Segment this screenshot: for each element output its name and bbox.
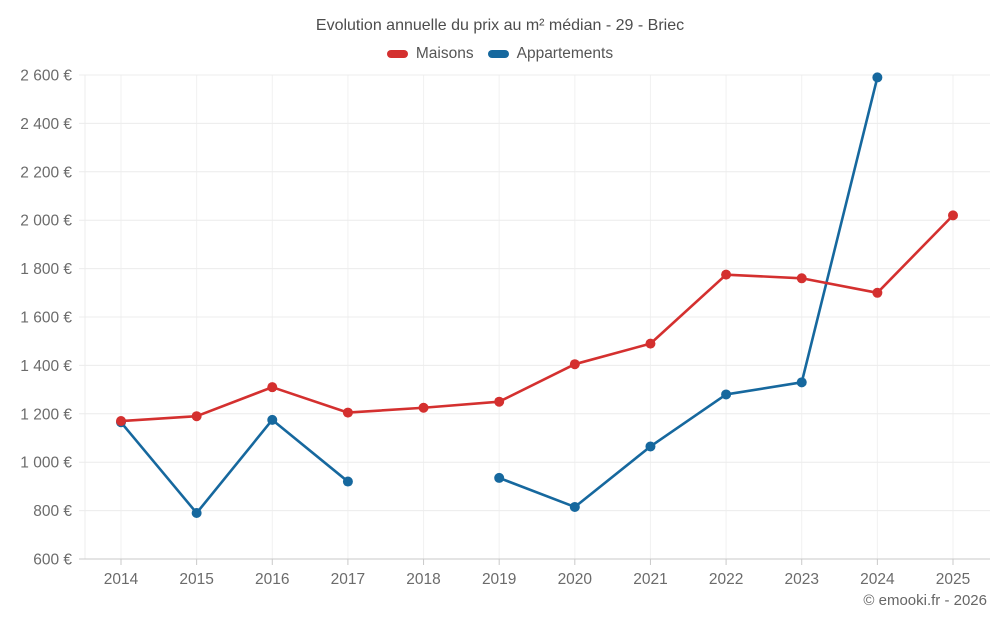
maisons-point[interactable]: Maisons 2014: 1 170 € xyxy=(116,416,126,427)
y-tick-label: 1 600 € xyxy=(20,310,72,327)
appartements-point[interactable]: Appartements 2024: 2 590 € xyxy=(872,72,883,83)
appartements-point[interactable]: Appartements 2023: 1 330 € xyxy=(796,377,807,388)
y-tick-label: 2 400 € xyxy=(20,116,72,133)
y-tick-label: 2 000 € xyxy=(20,213,72,230)
maisons-point[interactable]: Maisons 2022: 1 775 € xyxy=(721,269,732,280)
appartements-line xyxy=(497,76,879,509)
appartements-point[interactable]: Appartements 2016: 1 175 € xyxy=(267,414,278,425)
legend-item-appartements[interactable]: Appartements xyxy=(487,45,614,63)
maisons-line xyxy=(119,214,955,423)
maisons-point[interactable]: Maisons 2021: 1 490 € xyxy=(645,338,656,349)
x-tick-label: 2021 xyxy=(633,571,667,588)
y-tick-label: 600 € xyxy=(33,552,72,569)
x-tick-label: 2015 xyxy=(179,571,213,588)
appartements-point[interactable]: Appartements 2017: 920 € xyxy=(342,476,353,487)
x-tick-label: 2019 xyxy=(482,571,516,588)
y-tick-label: 2 600 € xyxy=(20,68,72,85)
x-tick-label: 2017 xyxy=(331,571,365,588)
y-tick-label: 1 800 € xyxy=(20,261,72,278)
appartements-swatch-icon xyxy=(487,50,509,58)
maisons-point[interactable]: Maisons 2024: 1 700 € xyxy=(872,287,883,298)
maisons-point[interactable]: Maisons 2016: 1 310 € xyxy=(267,382,278,393)
maisons-point[interactable]: Maisons 2020: 1 405 € xyxy=(569,359,580,370)
x-tick-label: 2022 xyxy=(709,571,743,588)
legend-item-maisons[interactable]: Maisons xyxy=(386,45,474,63)
maisons-point[interactable]: Maisons 2018: 1 225 € xyxy=(418,402,429,413)
y-tick-label: 1 200 € xyxy=(20,406,72,423)
x-tick-label: 2014 xyxy=(104,571,139,588)
y-tick-label: 1 000 € xyxy=(20,455,72,472)
maisons-point[interactable]: Maisons 2023: 1 760 € xyxy=(796,273,807,284)
appartements-line xyxy=(119,418,350,515)
maisons-point[interactable]: Maisons 2019: 1 250 € xyxy=(494,396,505,407)
x-tick-label: 2020 xyxy=(558,571,593,588)
appartements-point[interactable]: Appartements 2015: 790 € xyxy=(191,508,202,519)
appartements-point[interactable]: Appartements 2019: 935 € xyxy=(494,472,505,483)
appartements-point[interactable]: Appartements 2021: 1 065 € xyxy=(645,441,656,452)
x-tick-label: 2024 xyxy=(860,571,895,588)
y-tick-label: 1 400 € xyxy=(20,358,72,375)
maisons-point[interactable]: Maisons 2015: 1 190 € xyxy=(191,411,202,422)
chart-title: Evolution annuelle du prix au m² médian … xyxy=(315,17,685,34)
x-tick-label: 2025 xyxy=(936,571,970,588)
appartements-point[interactable]: Appartements 2022: 1 280 € xyxy=(721,389,732,400)
legend-label-maisons: Maisons xyxy=(415,45,474,62)
x-tick-label: 2018 xyxy=(406,571,440,588)
maisons-point[interactable]: Maisons 2017: 1 205 € xyxy=(342,407,353,418)
chart-legend: Maisons Appartements xyxy=(0,45,1000,63)
maisons-point[interactable]: Maisons 2025: 2 020 € xyxy=(948,210,958,221)
attribution-text: © emooki.fr - 2026 xyxy=(863,592,987,609)
x-tick-label: 2023 xyxy=(784,571,818,588)
y-tick-label: 2 200 € xyxy=(20,164,72,181)
x-tick-label: 2016 xyxy=(255,571,289,588)
appartements-point[interactable]: Appartements 2020: 815 € xyxy=(569,501,580,512)
y-tick-label: 800 € xyxy=(33,503,72,520)
legend-label-appartements: Appartements xyxy=(516,45,614,62)
maisons-swatch-icon xyxy=(386,50,408,58)
